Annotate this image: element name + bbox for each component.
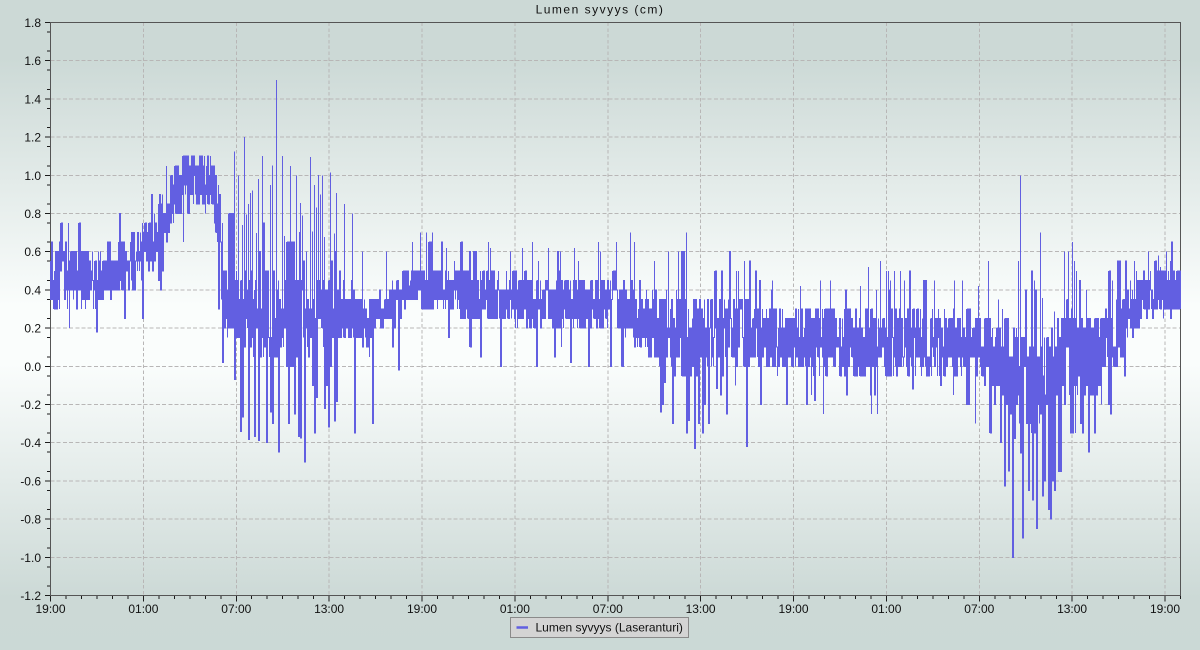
svg-text:01:00: 01:00 — [871, 602, 901, 616]
svg-text:-0.4: -0.4 — [20, 436, 41, 450]
svg-text:1.0: 1.0 — [24, 169, 41, 183]
svg-text:1.6: 1.6 — [24, 54, 41, 68]
svg-text:19:00: 19:00 — [1150, 602, 1180, 616]
svg-text:-0.2: -0.2 — [20, 398, 41, 412]
svg-text:07:00: 07:00 — [221, 602, 251, 616]
svg-text:07:00: 07:00 — [593, 602, 623, 616]
svg-text:07:00: 07:00 — [964, 602, 994, 616]
svg-text:1.8: 1.8 — [24, 16, 41, 30]
svg-text:Lumen syvyys (Laseranturi): Lumen syvyys (Laseranturi) — [536, 621, 683, 635]
svg-text:-1.0: -1.0 — [20, 551, 41, 565]
svg-text:19:00: 19:00 — [35, 602, 65, 616]
svg-text:13:00: 13:00 — [314, 602, 344, 616]
svg-text:0.6: 0.6 — [24, 245, 41, 259]
svg-text:19:00: 19:00 — [407, 602, 437, 616]
svg-text:0.4: 0.4 — [24, 283, 41, 297]
svg-text:0.2: 0.2 — [24, 322, 41, 336]
svg-text:0.8: 0.8 — [24, 207, 41, 221]
svg-text:-0.8: -0.8 — [20, 513, 41, 527]
svg-text:1.4: 1.4 — [24, 92, 41, 106]
svg-text:1.2: 1.2 — [24, 131, 41, 145]
svg-text:19:00: 19:00 — [778, 602, 808, 616]
svg-text:0.0: 0.0 — [24, 360, 41, 374]
svg-text:13:00: 13:00 — [686, 602, 716, 616]
svg-text:01:00: 01:00 — [128, 602, 158, 616]
svg-text:-1.2: -1.2 — [20, 589, 41, 603]
svg-text:01:00: 01:00 — [500, 602, 530, 616]
svg-text:Lumen syvyys (cm): Lumen syvyys (cm) — [536, 3, 665, 17]
svg-text:13:00: 13:00 — [1057, 602, 1087, 616]
svg-text:-0.6: -0.6 — [20, 474, 41, 488]
